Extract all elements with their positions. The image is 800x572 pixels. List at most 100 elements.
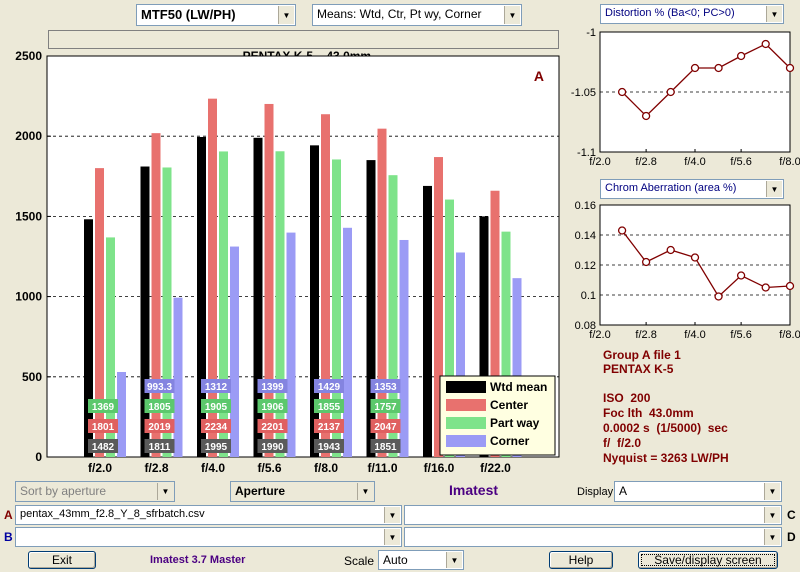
chevron-down-icon: ▼: [357, 483, 373, 500]
chevron-down-icon: ▼: [384, 529, 400, 545]
chromatic-aberration-select[interactable]: Chrom Aberration (area %) ▼: [600, 179, 784, 199]
chevron-down-icon: ▼: [764, 483, 780, 500]
chevron-down-icon: ▼: [764, 507, 780, 523]
y-tick-label: 0: [35, 450, 42, 464]
chevron-down-icon: ▼: [504, 6, 520, 24]
ca-select-value: Chrom Aberration (area %): [605, 182, 737, 194]
bar-corner: [399, 239, 409, 457]
bar-value-label: 2137: [318, 422, 341, 433]
bar-value-label-bg: [257, 379, 288, 393]
bar-value-label: 2234: [205, 422, 228, 433]
aperture-select-value: Aperture: [235, 484, 286, 498]
bar-center: [434, 157, 443, 457]
bar-value-label-bg: [314, 419, 344, 433]
info-group: Group A file 1: [603, 348, 681, 362]
bar-value-label-bg: [257, 439, 288, 453]
means-select[interactable]: Means: Wtd, Ctr, Pt wy, Corner ▼: [312, 4, 522, 26]
means-select-value: Means: Wtd, Ctr, Pt wy, Corner: [317, 7, 482, 21]
display-select-value: A: [619, 484, 628, 498]
file-a-select[interactable]: pentax_43mm_f2.8_Y_8_sfrbatch.csv ▼: [15, 505, 402, 525]
data-point: [714, 63, 723, 73]
sort-select-value: Sort by aperture: [20, 484, 107, 498]
row-b-label: B: [4, 530, 13, 544]
data-point: [690, 63, 700, 73]
display-select[interactable]: A ▼: [614, 481, 782, 502]
bar-part-way: [501, 231, 511, 457]
display-label: Display: [577, 486, 614, 498]
bar-value-label-bg: [144, 399, 175, 413]
plot-area: [599, 204, 791, 326]
x-tick-label: f/8.0: [779, 156, 800, 168]
bar-value-label-bg: [144, 379, 175, 393]
x-tick-label: f/4.0: [684, 329, 705, 341]
data-point: [736, 51, 746, 61]
info-exposure: 0.0002 s (1/5000) sec: [603, 421, 728, 435]
info-nyquist: Nyquist = 3263 LW/PH: [603, 451, 729, 465]
x-tick-label: f/2.0: [88, 461, 112, 475]
legend-swatch-partway: [446, 417, 486, 429]
chevron-down-icon: ▼: [766, 181, 782, 197]
y-tick-label: -1: [586, 27, 596, 39]
bar-part-way: [332, 159, 341, 457]
exit-button[interactable]: Exit: [28, 551, 96, 569]
bar-part-way: [275, 151, 285, 458]
x-tick-label: f/2.8: [635, 329, 656, 341]
bar-value-label: 2201: [261, 422, 284, 433]
bar-value-label: 1855: [318, 402, 341, 413]
data-point: [785, 63, 795, 73]
data-point: [690, 253, 700, 262]
y-tick-label: 0.12: [575, 260, 596, 272]
bar-corner: [230, 246, 239, 457]
bar-value-label-bg: [88, 419, 118, 433]
distortion-select[interactable]: Distortion % (Ba<0; PC>0) ▼: [600, 4, 784, 24]
y-tick-label: 2500: [15, 50, 42, 63]
chevron-down-icon: ▼: [446, 552, 462, 568]
bar-value-label: 1353: [374, 382, 397, 393]
exit-button-label: Exit: [51, 553, 72, 567]
file-d-select[interactable]: ▼: [404, 527, 782, 547]
file-c-select[interactable]: ▼: [404, 505, 782, 525]
x-tick-label: f/8.0: [779, 329, 800, 341]
sort-select[interactable]: Sort by aperture ▼: [15, 481, 175, 502]
bar-wtd-mean: [423, 185, 432, 457]
bar-value-label-bg: [201, 439, 231, 453]
scale-label: Scale: [344, 554, 375, 568]
chevron-down-icon: ▼: [766, 6, 782, 22]
metric-select[interactable]: MTF50 (LW/PH) ▼: [136, 4, 296, 26]
legend-label-center: Center: [490, 398, 528, 412]
bar-value-label-bg: [88, 439, 118, 453]
bar-corner: [117, 371, 126, 457]
save-display-screen-button[interactable]: Save/display screen: [638, 551, 778, 569]
file-b-select[interactable]: ▼: [15, 527, 402, 547]
bar-value-label: 1995: [205, 442, 228, 453]
help-button[interactable]: Help: [549, 551, 613, 569]
scale-select-value: Auto: [383, 553, 408, 567]
y-tick-label: 0.08: [575, 320, 596, 332]
scale-select[interactable]: Auto ▼: [378, 550, 464, 570]
bar-value-label: 1482: [92, 442, 115, 453]
bar-wtd-mean: [197, 137, 206, 457]
mtf-bar-chart: 1482 1801 1369 1811 2019 1805 993.3 1995 2234 190…: [15, 50, 560, 475]
bar-value-label-bg: [370, 439, 401, 453]
bar-wtd-mean: [310, 145, 319, 457]
x-tick-label: f/11.0: [367, 461, 397, 475]
bar-part-way: [445, 199, 454, 458]
data-point: [617, 226, 627, 235]
aperture-select[interactable]: Aperture ▼: [230, 481, 375, 502]
bar-value-label-bg: [370, 399, 401, 413]
distortion-chart: -1.1 -1.05 -1 f/2.0 f/2.8 f/4.0 f/5.6 f/8.0: [571, 27, 800, 168]
x-tick-label: f/5.6: [730, 329, 751, 341]
bar-value-label-bg: [201, 379, 231, 393]
info-iso: ISO 200: [603, 391, 651, 405]
data-point: [641, 257, 651, 267]
x-tick-label: f/4.0: [684, 156, 705, 168]
bar-value-label-bg: [370, 379, 401, 393]
x-tick-label: f/5.6: [730, 156, 751, 168]
y-tick-label: 500: [22, 370, 42, 384]
help-button-label: Help: [568, 553, 594, 567]
bar-value-label: 1312: [205, 382, 228, 393]
legend-label-wtd: Wtd mean: [490, 380, 547, 394]
bar-corner: [456, 252, 465, 457]
bar-center: [208, 98, 217, 458]
bar-value-label-bg: [144, 439, 175, 453]
